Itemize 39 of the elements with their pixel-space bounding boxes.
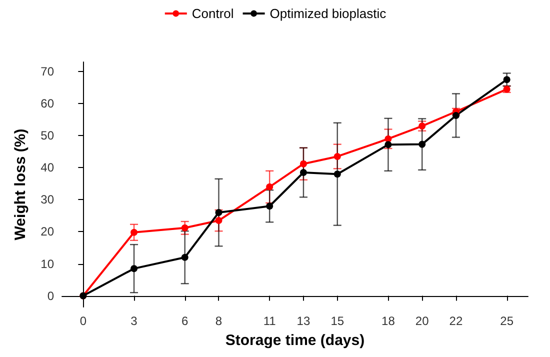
point xyxy=(300,160,307,168)
x-tick-label: 22 xyxy=(449,314,463,328)
y-tick-label: 20 xyxy=(40,224,54,239)
x-tick-label: 20 xyxy=(415,314,430,328)
x-tick-label: 25 xyxy=(500,314,514,328)
x-tick-label: 15 xyxy=(330,314,344,328)
point xyxy=(384,141,392,148)
legend-label: Control xyxy=(192,6,234,21)
point xyxy=(266,202,274,210)
point xyxy=(181,224,188,232)
x-axis-title: Storage time (days) xyxy=(225,332,365,349)
x-tick-label: 13 xyxy=(296,314,310,328)
x-tick-label: 11 xyxy=(263,314,276,328)
point xyxy=(215,209,222,216)
point xyxy=(334,170,341,178)
point xyxy=(452,112,460,119)
point xyxy=(300,168,307,176)
x-tick-label: 8 xyxy=(215,314,222,328)
point xyxy=(215,217,222,224)
point xyxy=(181,254,188,261)
y-tick-label: 60 xyxy=(40,96,54,111)
point xyxy=(130,265,138,272)
point xyxy=(503,76,510,84)
x-tick-label: 18 xyxy=(382,314,396,328)
legend-label: Optimized bioplastic xyxy=(270,6,387,21)
point xyxy=(334,152,341,160)
x-tick-label: 0 xyxy=(80,314,87,328)
x-tick-label: 6 xyxy=(182,314,189,328)
point xyxy=(418,140,426,148)
y-axis-title: Weight loss (%) xyxy=(12,128,29,240)
y-tick-label: 50 xyxy=(40,128,54,143)
point xyxy=(130,228,138,236)
y-tick-label: 10 xyxy=(40,256,54,271)
y-tick-label: 70 xyxy=(40,64,54,79)
point xyxy=(266,183,274,190)
y-tick-label: 40 xyxy=(40,160,54,175)
y-tick-label: 30 xyxy=(40,192,54,207)
y-tick-label: 0 xyxy=(47,288,54,303)
x-tick-label: 3 xyxy=(130,314,138,328)
